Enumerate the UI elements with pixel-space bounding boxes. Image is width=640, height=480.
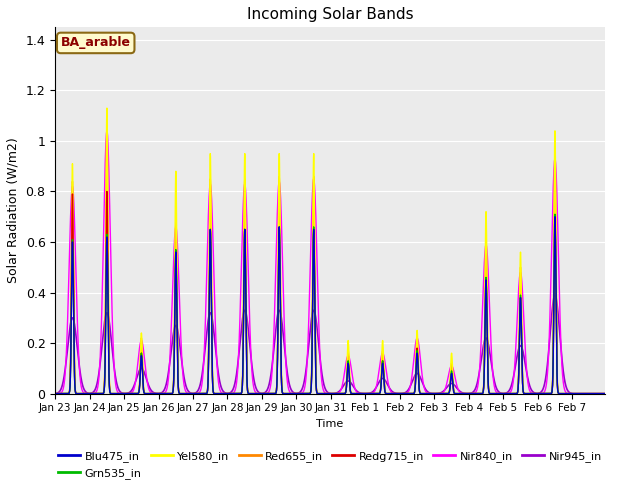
Grn535_in (551, 211, 559, 217)
Line: Grn535_in: Grn535_in (55, 214, 607, 394)
Yel580_in (451, 389, 458, 395)
Line: Redg715_in: Redg715_in (55, 192, 607, 394)
Nir840_in (451, 370, 458, 376)
Redg715_in (596, 391, 604, 396)
Nir945_in (51, 391, 59, 396)
Line: Yel580_in: Yel580_in (55, 108, 607, 394)
X-axis label: Time: Time (316, 419, 344, 429)
Yel580_in (568, 391, 576, 396)
Grn535_in (450, 390, 458, 396)
Redg715_in (518, 376, 526, 382)
Nir840_in (568, 391, 576, 396)
Nir840_in (402, 391, 410, 396)
Nir945_in (518, 346, 526, 351)
Blu475_in (518, 370, 526, 376)
Nir840_in (603, 391, 611, 396)
Y-axis label: Solar Radiation (W/m2): Solar Radiation (W/m2) (7, 138, 20, 283)
Red655_in (51, 391, 59, 396)
Red655_in (103, 125, 111, 131)
Line: Red655_in: Red655_in (55, 128, 607, 394)
Red655_in (603, 391, 611, 396)
Redg715_in (568, 391, 576, 396)
Blu475_in (164, 391, 172, 396)
Line: Nir840_in: Nir840_in (55, 131, 607, 394)
Grn535_in (603, 391, 611, 396)
Redg715_in (603, 391, 611, 396)
Blu475_in (596, 391, 604, 396)
Blu475_in (51, 391, 59, 396)
Nir945_in (450, 382, 458, 387)
Nir945_in (596, 391, 604, 396)
Blu475_in (568, 391, 576, 396)
Blu475_in (450, 390, 458, 396)
Blu475_in (401, 391, 409, 396)
Grn535_in (401, 391, 409, 396)
Redg715_in (486, 390, 493, 396)
Red655_in (402, 391, 410, 396)
Nir840_in (486, 298, 493, 303)
Grn535_in (596, 391, 604, 396)
Redg715_in (51, 391, 59, 396)
Line: Nir945_in: Nir945_in (55, 295, 607, 394)
Grn535_in (518, 370, 526, 375)
Red655_in (518, 371, 526, 377)
Nir840_in (164, 377, 172, 383)
Text: BA_arable: BA_arable (61, 36, 131, 49)
Red655_in (164, 391, 172, 396)
Yel580_in (486, 390, 493, 396)
Grn535_in (485, 390, 493, 396)
Nir840_in (518, 287, 526, 293)
Yel580_in (51, 391, 59, 396)
Nir945_in (551, 292, 559, 298)
Red655_in (451, 390, 458, 396)
Yel580_in (402, 391, 410, 396)
Nir840_in (51, 391, 59, 396)
Yel580_in (603, 391, 611, 396)
Red655_in (568, 391, 576, 396)
Redg715_in (164, 391, 172, 396)
Nir945_in (164, 372, 172, 378)
Legend: Blu475_in, Grn535_in, Yel580_in, Red655_in, Redg715_in, Nir840_in, Nir945_in: Blu475_in, Grn535_in, Yel580_in, Red655_… (54, 447, 606, 480)
Line: Blu475_in: Blu475_in (55, 217, 607, 394)
Blu475_in (551, 214, 559, 220)
Nir945_in (401, 390, 409, 396)
Redg715_in (103, 189, 111, 194)
Grn535_in (51, 391, 59, 396)
Nir945_in (603, 391, 611, 396)
Grn535_in (164, 391, 172, 396)
Grn535_in (568, 391, 576, 396)
Nir840_in (596, 391, 604, 396)
Yel580_in (164, 391, 172, 396)
Nir945_in (568, 391, 576, 396)
Blu475_in (485, 390, 493, 396)
Yel580_in (518, 369, 526, 374)
Red655_in (596, 391, 604, 396)
Nir840_in (103, 128, 111, 134)
Yel580_in (596, 391, 604, 396)
Red655_in (486, 390, 493, 396)
Blu475_in (603, 391, 611, 396)
Redg715_in (451, 390, 458, 396)
Title: Incoming Solar Bands: Incoming Solar Bands (246, 7, 413, 22)
Yel580_in (103, 105, 111, 111)
Redg715_in (402, 391, 410, 396)
Nir945_in (485, 346, 493, 351)
